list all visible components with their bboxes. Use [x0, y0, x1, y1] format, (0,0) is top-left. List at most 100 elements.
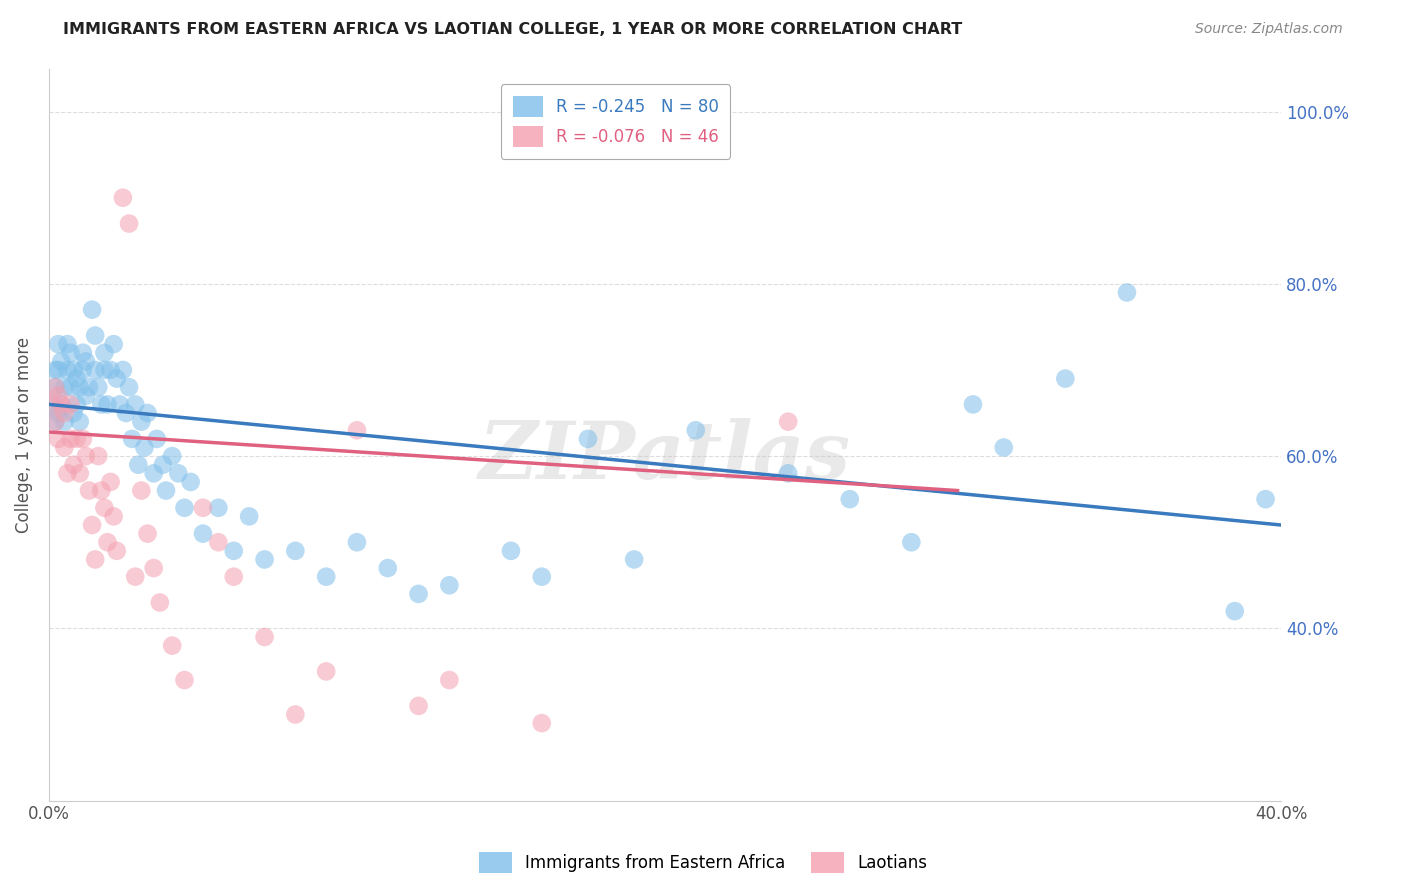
Point	[44, 415, 66, 429]
Point	[530, 716, 553, 731]
Point	[72, 363, 94, 377]
Point	[124, 397, 146, 411]
Point	[900, 535, 922, 549]
Point	[207, 535, 229, 549]
Point	[77, 483, 100, 498]
Point	[439, 578, 461, 592]
Point	[46, 337, 69, 351]
Point	[173, 673, 195, 687]
Point	[93, 363, 115, 377]
Point	[53, 380, 76, 394]
Point	[136, 406, 159, 420]
Point	[1054, 371, 1077, 385]
Point	[180, 475, 202, 489]
Point	[96, 535, 118, 549]
Point	[121, 432, 143, 446]
Point	[56, 363, 79, 377]
Point	[84, 363, 107, 377]
Point	[167, 467, 190, 481]
Point	[100, 475, 122, 489]
Point	[530, 570, 553, 584]
Point	[408, 698, 430, 713]
Point	[44, 363, 66, 377]
Point	[41, 397, 63, 411]
Point	[56, 467, 79, 481]
Point	[499, 544, 522, 558]
Point	[51, 354, 73, 368]
Point	[152, 458, 174, 472]
Point	[44, 415, 66, 429]
Point	[105, 371, 128, 385]
Point	[46, 406, 69, 420]
Point	[69, 415, 91, 429]
Point	[134, 441, 156, 455]
Point	[93, 500, 115, 515]
Point	[146, 432, 169, 446]
Point	[62, 406, 84, 420]
Point	[41, 397, 63, 411]
Point	[103, 337, 125, 351]
Point	[59, 397, 82, 411]
Point	[51, 397, 73, 411]
Point	[118, 380, 141, 394]
Point	[173, 500, 195, 515]
Point	[75, 389, 97, 403]
Point	[1254, 492, 1277, 507]
Point	[59, 432, 82, 446]
Point	[53, 441, 76, 455]
Point	[75, 449, 97, 463]
Point	[87, 449, 110, 463]
Point	[72, 345, 94, 359]
Point	[62, 363, 84, 377]
Point	[142, 467, 165, 481]
Point	[93, 345, 115, 359]
Point	[284, 707, 307, 722]
Point	[284, 544, 307, 558]
Point	[131, 415, 153, 429]
Point	[69, 467, 91, 481]
Point	[46, 389, 69, 403]
Point	[59, 345, 82, 359]
Point	[100, 363, 122, 377]
Point	[66, 371, 89, 385]
Point	[46, 432, 69, 446]
Point	[160, 639, 183, 653]
Point	[1116, 285, 1139, 300]
Point	[962, 397, 984, 411]
Point	[142, 561, 165, 575]
Point	[56, 337, 79, 351]
Point	[44, 380, 66, 394]
Point	[685, 423, 707, 437]
Point	[191, 526, 214, 541]
Point	[90, 483, 112, 498]
Point	[66, 397, 89, 411]
Point	[53, 415, 76, 429]
Point	[253, 630, 276, 644]
Point	[111, 363, 134, 377]
Point	[238, 509, 260, 524]
Point	[111, 191, 134, 205]
Point	[207, 500, 229, 515]
Point	[222, 544, 245, 558]
Point	[346, 423, 368, 437]
Point	[191, 500, 214, 515]
Point	[84, 552, 107, 566]
Legend: Immigrants from Eastern Africa, Laotians: Immigrants from Eastern Africa, Laotians	[472, 846, 934, 880]
Point	[838, 492, 860, 507]
Point	[62, 458, 84, 472]
Point	[118, 217, 141, 231]
Text: IMMIGRANTS FROM EASTERN AFRICA VS LAOTIAN COLLEGE, 1 YEAR OR MORE CORRELATION CH: IMMIGRANTS FROM EASTERN AFRICA VS LAOTIA…	[63, 22, 963, 37]
Point	[53, 406, 76, 420]
Legend: R = -0.245   N = 80, R = -0.076   N = 46: R = -0.245 N = 80, R = -0.076 N = 46	[501, 84, 731, 159]
Point	[253, 552, 276, 566]
Point	[75, 354, 97, 368]
Point	[90, 397, 112, 411]
Point	[87, 380, 110, 394]
Point	[69, 380, 91, 394]
Point	[576, 432, 599, 446]
Point	[124, 570, 146, 584]
Point	[993, 441, 1015, 455]
Point	[103, 509, 125, 524]
Point	[84, 328, 107, 343]
Point	[131, 483, 153, 498]
